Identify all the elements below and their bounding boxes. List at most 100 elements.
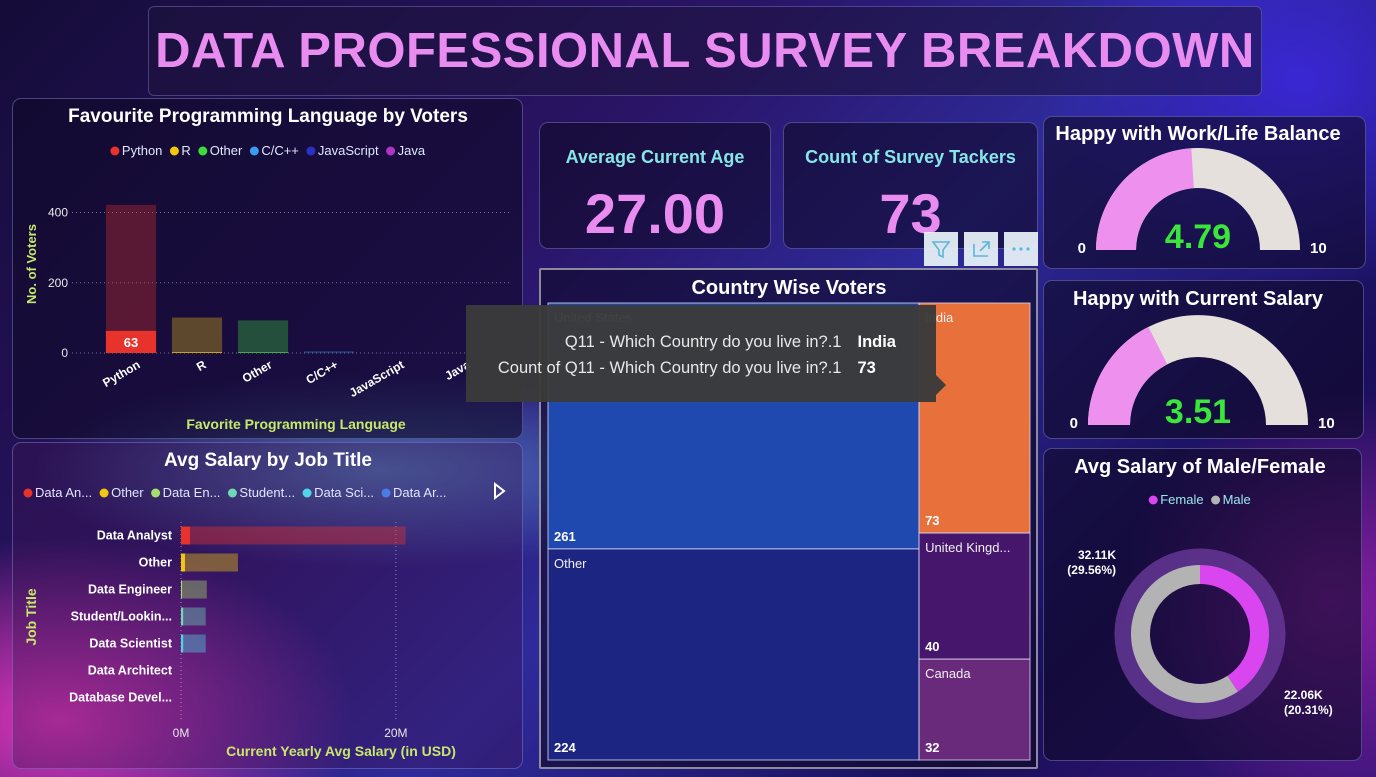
bar	[181, 634, 206, 653]
legend-marker	[23, 488, 33, 498]
panel	[12, 442, 523, 769]
cell-value: 261	[554, 529, 576, 544]
tooltip-arrow	[936, 375, 946, 395]
gauge-value-label: 3.51	[1165, 393, 1231, 431]
x-tick-label: JavaScript	[347, 357, 407, 399]
y-tick-label: Other	[139, 556, 172, 570]
treemap-cell	[918, 658, 1031, 761]
legend: Female Male	[1148, 492, 1251, 507]
bar	[303, 351, 355, 353]
highlight-bar	[237, 352, 289, 353]
x-tick-label: 20M	[384, 726, 407, 740]
treemap-cell	[547, 548, 920, 761]
highlight-bar	[181, 634, 184, 653]
legend-label: Student...	[239, 485, 295, 500]
y-tick-label: Student/Lookin...	[71, 610, 172, 624]
x-axis-label: Favorite Programming Language	[186, 416, 406, 432]
gauge-max: 10	[1318, 415, 1335, 432]
legend: Python R Other C/C++ JavaScript Java	[110, 143, 426, 158]
bar	[237, 320, 289, 353]
legend-marker	[249, 146, 259, 156]
y-tick-label: Data Scientist	[89, 637, 173, 651]
cell-label: Other	[554, 556, 587, 571]
y-tick-label: Data Engineer	[88, 583, 172, 597]
kpi-label: Average Current Age	[565, 147, 745, 167]
bar	[181, 526, 406, 545]
filter-icon[interactable]	[924, 232, 958, 266]
legend-marker	[386, 146, 396, 156]
cell-value: 40	[925, 639, 939, 654]
chart-title: Country Wise Voters	[691, 277, 886, 299]
legend-label: Other	[111, 485, 144, 500]
legend-label: Female	[1160, 492, 1203, 507]
highlight-bar	[181, 580, 183, 599]
tooltip-value: 73	[857, 359, 876, 377]
legend-next	[494, 481, 506, 501]
cell-value: 224	[554, 740, 576, 755]
gauge-min: 0	[1078, 240, 1086, 257]
cell-label: Canada	[925, 666, 971, 681]
legend-marker	[306, 146, 316, 156]
donut-track	[1114, 548, 1286, 720]
icon	[973, 241, 990, 257]
gauge-max: 10	[1310, 240, 1327, 257]
kpi-label: Count of Survey Tackers	[805, 147, 1016, 167]
tooltip-value: India	[857, 333, 896, 351]
y-tick-label: 400	[48, 206, 68, 220]
legend-marker	[151, 488, 161, 498]
y-axis-label: Job Title	[23, 588, 39, 646]
legend-label: Java	[398, 143, 426, 158]
legend-label: Python	[122, 143, 162, 158]
legend: Data An... Other Data En... Student... Data …	[23, 485, 447, 500]
legend-label: Other	[210, 143, 243, 158]
legend-label: R	[181, 143, 190, 158]
legend-label: Male	[1223, 492, 1251, 507]
highlight-bar	[171, 352, 223, 353]
tooltip-table: Q11 - Which Country do you live in?.1 Ind…	[498, 329, 896, 381]
legend-label: Data An...	[35, 485, 92, 500]
bar	[181, 607, 206, 626]
gauge-value	[1088, 326, 1168, 425]
legend-marker	[1148, 495, 1158, 505]
tooltip-label: Count of Q11 - Which Country do you live…	[497, 359, 842, 377]
x-tick-label: Python	[100, 357, 142, 389]
icon	[1012, 247, 1030, 251]
cell-value: 73	[925, 513, 939, 528]
chart-title: Happy with Work/Life Balance	[1055, 123, 1340, 145]
gauge-min: 0	[1070, 415, 1078, 432]
data-label: 22.06K (20.31%)	[1284, 688, 1333, 717]
legend-marker	[1211, 495, 1221, 505]
y-tick-label: Database Devel...	[69, 691, 172, 705]
highlight-bar	[181, 607, 184, 626]
x-tick-label: Other	[240, 357, 275, 385]
bar	[181, 553, 238, 572]
tooltip: Q11 - Which Country do you live in?.1 Ind…	[466, 305, 946, 402]
highlight-bar	[181, 553, 185, 572]
x-tick-label: R	[194, 357, 209, 374]
treemap-cell	[918, 302, 1031, 534]
page-title: DATA PROFESSIONAL SURVEY BREAKDOWN	[148, 6, 1262, 96]
gauge-value	[1096, 148, 1194, 250]
legend-label: C/C++	[261, 143, 299, 158]
more-icon[interactable]	[1004, 232, 1038, 266]
y-tick-label: 200	[48, 276, 68, 290]
bar	[105, 204, 157, 353]
data-label: 63	[124, 335, 138, 350]
kpi-card: Average Current Age 27.00	[539, 122, 771, 249]
cell-label: United Kingd...	[925, 540, 1010, 555]
highlight-bar	[105, 330, 157, 353]
bar	[181, 580, 207, 599]
x-tick-label: C/C++	[303, 357, 340, 386]
legend-label: Data En...	[163, 485, 221, 500]
x-axis-label: Current Yearly Avg Salary (in USD)	[226, 743, 456, 759]
legend-marker	[302, 488, 312, 498]
icon	[931, 241, 951, 259]
focus-icon[interactable]	[964, 232, 998, 266]
data-label: 32.11K (29.56%)	[1067, 548, 1116, 577]
panel	[12, 98, 523, 439]
legend-marker	[381, 488, 391, 498]
legend-label: JavaScript	[318, 143, 379, 158]
treemap-cell	[918, 532, 1031, 660]
